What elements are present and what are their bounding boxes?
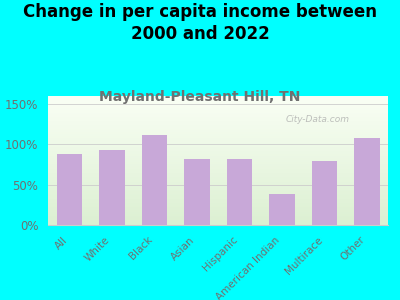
Text: Mayland-Pleasant Hill, TN: Mayland-Pleasant Hill, TN xyxy=(99,90,301,104)
Bar xyxy=(99,150,124,225)
Bar xyxy=(142,135,167,225)
Text: City-Data.com: City-Data.com xyxy=(286,115,350,124)
Text: Change in per capita income between
2000 and 2022: Change in per capita income between 2000… xyxy=(23,3,377,43)
Bar xyxy=(269,194,294,225)
Bar xyxy=(354,138,380,225)
Bar xyxy=(184,159,210,225)
Bar xyxy=(312,160,337,225)
Bar xyxy=(226,159,252,225)
Bar xyxy=(56,154,82,225)
